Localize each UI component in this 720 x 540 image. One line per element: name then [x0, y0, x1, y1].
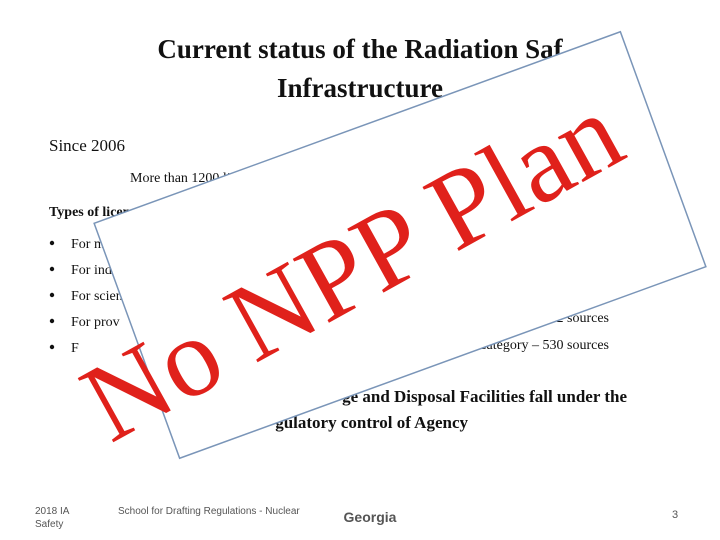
title: Infrastructure	[277, 73, 443, 103]
bullet-dot	[49, 318, 55, 324]
bullet-dot	[49, 292, 55, 298]
facilities: gulatory control of Agency	[275, 413, 468, 432]
footer-center: Georgia	[344, 509, 397, 525]
since: Since 2006	[49, 136, 125, 155]
overlay-box	[93, 30, 707, 460]
footer-left: Safety	[35, 519, 63, 530]
overlay	[93, 30, 707, 460]
bullet-dot	[49, 240, 55, 246]
footer-left: School for Drafting Regulations - Nuclea…	[118, 506, 300, 517]
facilities: ge and Disposal Facilities fall under th…	[342, 387, 627, 406]
footer-left: 2018 IA	[35, 506, 70, 517]
bullet-dot	[49, 344, 55, 350]
bullet: For prov	[71, 315, 120, 330]
bullet-dot	[49, 266, 55, 272]
bullet: F	[71, 341, 79, 356]
title: Current status of the Radiation Saf	[157, 34, 563, 64]
page-number: 3	[672, 509, 678, 521]
